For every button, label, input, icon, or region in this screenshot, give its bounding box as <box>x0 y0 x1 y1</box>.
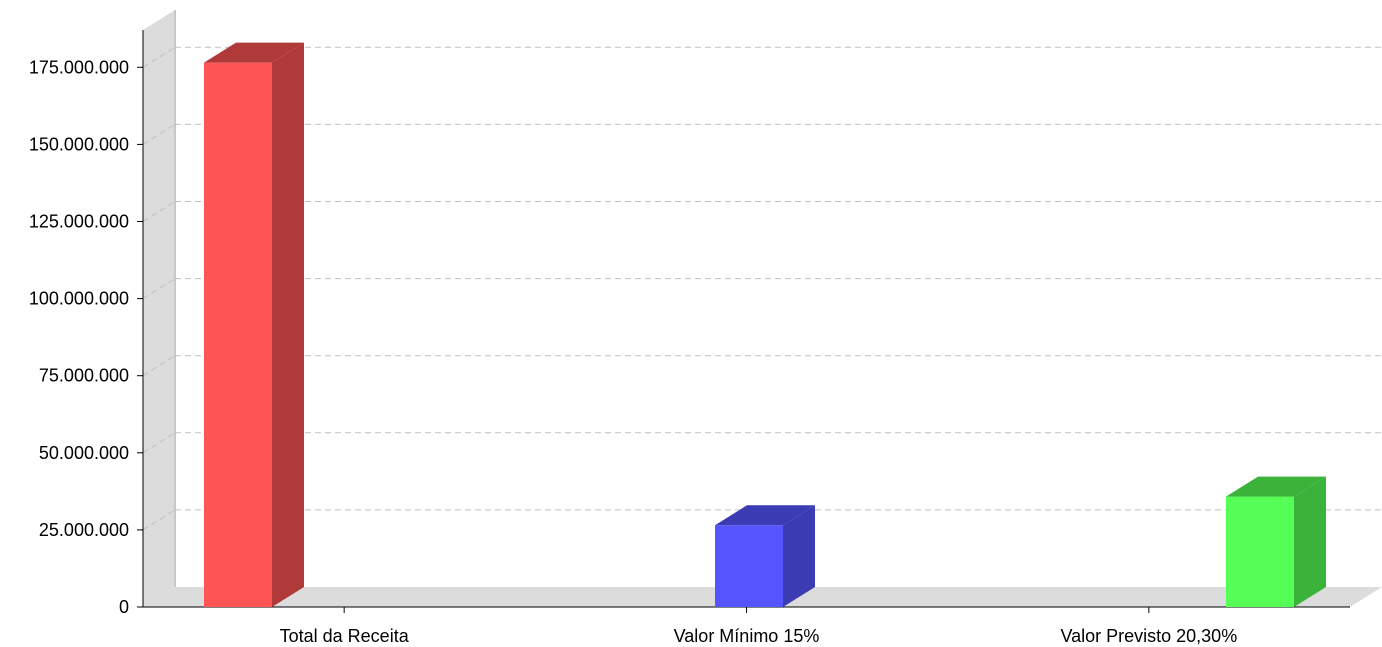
bar-3 <box>1226 476 1326 607</box>
gridline-diag <box>142 278 176 300</box>
gridline-diag <box>142 46 176 68</box>
y-tick-label: 75.000.000 <box>39 366 129 386</box>
bar-top <box>715 505 815 526</box>
bar-side <box>1294 476 1326 607</box>
bar-top <box>204 42 304 63</box>
gridline-diag <box>142 201 176 222</box>
y-tick-label: 125.000.000 <box>29 212 129 232</box>
left-wall <box>143 10 175 607</box>
gridline-diag <box>142 355 176 377</box>
bars <box>204 42 1326 607</box>
y-tick-label: 50.000.000 <box>39 443 129 463</box>
y-tick-label: 100.000.000 <box>29 289 129 309</box>
gridline-diag <box>142 123 176 145</box>
y-tick-label: 150.000.000 <box>29 134 129 154</box>
bar-side <box>783 505 815 607</box>
gridline-diag <box>142 509 176 531</box>
y-tick-label: 0 <box>119 597 129 617</box>
y-tick-label: 25.000.000 <box>39 520 129 540</box>
gridlines <box>142 46 1382 531</box>
x-tick-label: Total da Receita <box>280 626 410 646</box>
y-tick-label: 175.000.000 <box>29 57 129 77</box>
gridline-diag <box>142 432 176 454</box>
bar-2 <box>715 505 815 607</box>
x-tick-label: Valor Previsto 20,30% <box>1060 626 1237 646</box>
bar-front <box>204 62 272 607</box>
y-axis-ticks: 0 25.000.000 50.000.000 75.000.000 100.000.0… <box>29 57 143 617</box>
x-axis-labels: Total da Receita Valor Mínimo 15% Valor Pr… <box>280 607 1237 646</box>
bar-side <box>272 42 304 607</box>
bar-1 <box>204 42 304 607</box>
bar-front <box>1226 496 1294 607</box>
bar-top <box>1226 476 1326 497</box>
bar-front <box>715 525 783 607</box>
x-tick-label: Valor Mínimo 15% <box>674 626 820 646</box>
